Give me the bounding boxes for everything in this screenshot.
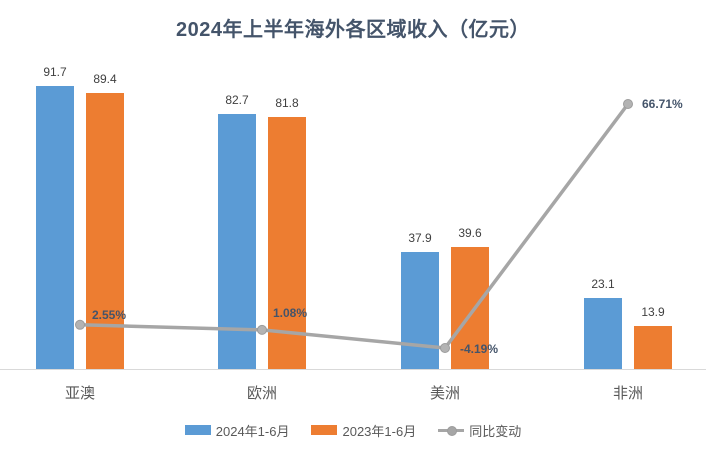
bar-value-label: 39.6 bbox=[458, 226, 482, 240]
bar-2024-cat0 bbox=[36, 86, 74, 369]
legend-swatch-line-dot bbox=[447, 426, 458, 436]
bar-value-label: 23.1 bbox=[591, 277, 615, 291]
bar-value-label: 13.9 bbox=[641, 305, 665, 319]
bar-value-label: 91.7 bbox=[43, 65, 67, 79]
legend-label-yoy-change: 同比变动 bbox=[469, 423, 522, 439]
legend-item-yoy-change: 同比变动 bbox=[438, 421, 521, 440]
bar-2024-cat3 bbox=[584, 298, 622, 369]
bar-2023-cat1 bbox=[268, 117, 306, 369]
category-label-2: 美洲 bbox=[429, 385, 460, 402]
line-marker-cat0 bbox=[75, 319, 85, 330]
yoy-line bbox=[79, 102, 630, 350]
legend: 2024年1-6月 2023年1-6月 同比变动 bbox=[0, 421, 706, 439]
legend-swatch-line bbox=[438, 426, 465, 436]
bar-value-label: 89.4 bbox=[93, 72, 117, 86]
x-axis-line bbox=[0, 369, 706, 370]
bar-2024-cat1 bbox=[218, 114, 256, 369]
line-point-label: -4.19% bbox=[460, 342, 499, 356]
legend-label-2023: 2023年1-6月 bbox=[342, 423, 417, 439]
line-point-label: 66.71% bbox=[642, 97, 683, 111]
bar-value-label: 81.8 bbox=[275, 96, 299, 110]
chart-title: 2024年上半年海外各区域收入（亿元） bbox=[176, 19, 530, 41]
line-marker-cat3 bbox=[623, 99, 633, 109]
bar-2024-cat2 bbox=[401, 252, 439, 369]
legend-item-2023: 2023年1-6月 bbox=[311, 421, 416, 440]
bar-value-label: 82.7 bbox=[225, 93, 249, 107]
category-label-1: 欧洲 bbox=[246, 385, 277, 402]
category-label-0: 亚澳 bbox=[64, 385, 95, 402]
bar-2023-cat0 bbox=[86, 93, 124, 369]
line-point-label: 1.08% bbox=[273, 305, 308, 320]
legend-item-2024: 2024年1-6月 bbox=[184, 421, 290, 440]
line-marker-cat1 bbox=[257, 324, 267, 335]
bar-value-label: 37.9 bbox=[408, 231, 432, 245]
legend-swatch-2023-bar bbox=[311, 425, 338, 435]
legend-swatch-2024-bar bbox=[184, 425, 211, 435]
legend-label-2024: 2024年1-6月 bbox=[215, 423, 290, 439]
line-marker-cat2 bbox=[440, 343, 450, 353]
bar-2023-cat3 bbox=[634, 326, 672, 369]
category-label-3: 非洲 bbox=[612, 385, 643, 402]
line-point-label: 2.55% bbox=[92, 307, 127, 322]
